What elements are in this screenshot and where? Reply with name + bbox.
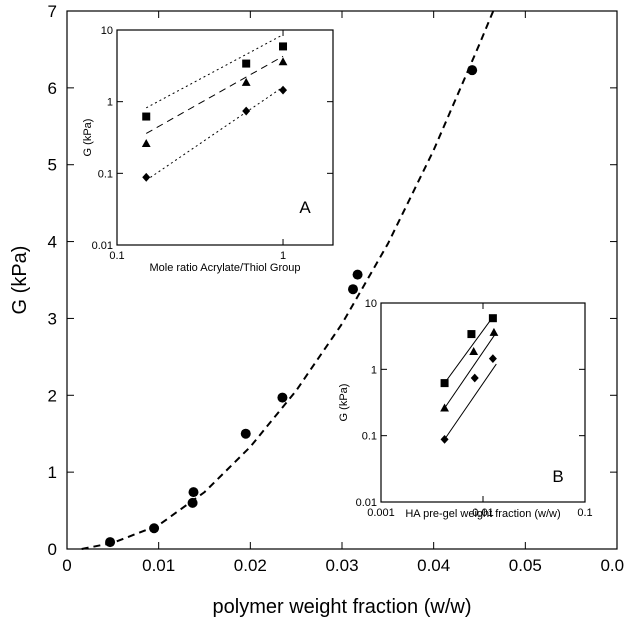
inset-data-point — [469, 347, 479, 356]
main-data-point — [105, 537, 116, 548]
main-data-point — [352, 269, 363, 280]
main-y-tick-label: 2 — [48, 386, 57, 405]
main-data-point — [149, 523, 160, 534]
inset-x-tick-label: 1 — [280, 250, 286, 262]
inset-y-axis-label: G (kPa) — [338, 384, 350, 422]
inset-x-axis-label: Mole ratio Acrylate/Thiol Group — [149, 262, 300, 274]
inset-y-tick-label: 0.01 — [356, 497, 377, 509]
inset-background — [109, 22, 341, 279]
main-y-tick-label: 3 — [48, 309, 57, 328]
main-x-axis-label: polymer weight fraction (w/w) — [213, 596, 472, 618]
inset-data-point — [488, 314, 497, 323]
main-data-point — [187, 497, 198, 508]
main-y-tick-label: 5 — [48, 156, 57, 175]
inset-data-point — [279, 42, 288, 51]
inset-data-point — [242, 59, 251, 68]
inset-fit-line — [145, 55, 284, 134]
inset-data-point — [241, 77, 251, 86]
inset-panel-letter: A — [299, 198, 311, 217]
inset-panel-letter: B — [552, 467, 563, 486]
inset-x-tick-label: 0.1 — [577, 507, 592, 519]
inset-frame — [116, 29, 334, 246]
inset-y-tick-label: 1 — [371, 364, 377, 376]
main-x-tick-label: 0.01 — [142, 556, 175, 575]
main-fit-curve — [81, 10, 495, 550]
inset-y-tick-label: 0.1 — [362, 431, 377, 443]
inset-background — [373, 295, 593, 525]
inset-y-axis-label: G (kPa) — [82, 119, 94, 157]
main-y-tick-label: 0 — [48, 540, 57, 559]
inset-fit-line — [145, 34, 284, 109]
inset-y-tick-label: 1 — [107, 97, 113, 109]
main-plot: 0 0.01 0.02 0.03 0.04 0.05 0.06 0 1 2 3 4 5 6 7 polymer… — [9, 2, 625, 618]
inset-data-point — [440, 434, 449, 444]
main-x-tick-label: 0.05 — [509, 556, 542, 575]
main-x-tick-label: 0.06 — [600, 556, 625, 575]
main-x-tick-label: 0.03 — [325, 556, 358, 575]
inset-data-point — [142, 172, 151, 182]
inset-data-point — [440, 379, 449, 388]
main-y-tick-label: 1 — [48, 463, 57, 482]
main-data-point — [188, 487, 199, 498]
main-y-tick-label: 4 — [48, 233, 57, 252]
inset-data-point — [278, 57, 288, 66]
inset-data-point — [467, 330, 476, 339]
main-data-point — [467, 65, 478, 76]
main-x-tick-label: 0.02 — [234, 556, 267, 575]
main-y-axis-label: G (kPa) — [9, 246, 31, 315]
inset-y-tick-label: 0.1 — [98, 168, 113, 180]
inset-data-point — [488, 354, 497, 364]
main-x-tick-label: 0 — [62, 556, 71, 575]
inset-data-point — [279, 85, 288, 95]
main-data-point — [348, 284, 358, 295]
inset-data-point — [470, 373, 479, 383]
inset-data-point — [141, 138, 151, 147]
inset-x-axis-label: HA pre-gel weight fraction (w/w) — [405, 508, 560, 520]
inset-y-tick-label: 10 — [101, 25, 113, 37]
inset-y-tick-label: 0.01 — [92, 240, 113, 252]
inset-x-tick-label: 0.1 — [109, 250, 124, 262]
inset-y-tick-label: 10 — [365, 298, 377, 310]
main-y-tick-label: 7 — [48, 2, 57, 21]
main-x-tick-label: 0.04 — [417, 556, 450, 575]
inset-fit-line — [444, 314, 496, 384]
main-data-point — [240, 428, 251, 439]
inset-fit-line — [444, 363, 497, 440]
inset-data-point — [489, 327, 499, 336]
inset-data-point — [142, 112, 151, 121]
inset-x-tick-label: 0.001 — [367, 507, 395, 519]
main-data-point — [277, 392, 288, 403]
inset-data-point — [440, 403, 449, 412]
main-y-tick-label: 6 — [48, 79, 57, 98]
inset-x-tick-label: 0.01 — [472, 507, 493, 519]
inset-data-point — [242, 106, 251, 116]
inset-fit-line — [444, 334, 496, 409]
